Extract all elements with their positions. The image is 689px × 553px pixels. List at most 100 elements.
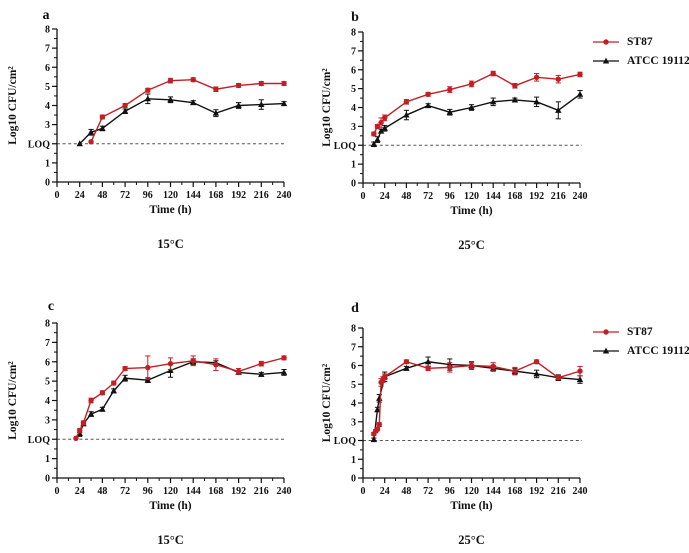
svg-text:15°C: 15°C [157,237,184,251]
svg-text:7: 7 [45,338,50,349]
svg-text:LOQ: LOQ [28,139,50,150]
svg-text:6: 6 [351,65,356,76]
svg-text:192: 192 [231,190,246,201]
svg-text:240: 240 [277,486,292,497]
svg-text:8: 8 [351,324,356,335]
st87-marker-icon [593,329,619,335]
svg-text:192: 192 [529,486,544,497]
svg-text:7: 7 [45,44,50,55]
svg-text:1: 1 [45,454,50,465]
svg-text:3: 3 [351,417,356,428]
svg-text:216: 216 [551,191,566,202]
svg-text:15°C: 15°C [157,533,184,547]
svg-text:72: 72 [423,486,433,497]
svg-text:LOQ: LOQ [334,436,356,447]
svg-text:216: 216 [551,486,566,497]
svg-text:8: 8 [45,25,50,36]
svg-text:0: 0 [361,191,366,202]
svg-text:96: 96 [445,191,455,202]
panel-a-chart: 0 1 LOQ 3 4 5 6 7 8 0 24 48 72 96 120 144 168 192 216 240 Lo… [7,8,292,251]
legend-label-atcc19112: ATCC 19112 [627,345,689,357]
svg-text:24: 24 [380,191,390,202]
legend-item-st87: ST87 [592,36,689,48]
st87-marker-icon [593,39,619,45]
svg-text:192: 192 [231,486,246,497]
svg-text:168: 168 [208,190,223,201]
svg-text:72: 72 [423,191,433,202]
svg-text:168: 168 [507,191,522,202]
legend-item-atcc19112: ATCC 19112 [592,345,689,357]
panel-b-chart: 0 1 LOQ 3 4 5 6 7 8 0 24 48 72 96 120 144 168 192 216 240 Lo… [321,10,588,252]
svg-text:240: 240 [573,486,588,497]
svg-text:3: 3 [351,122,356,133]
svg-text:96: 96 [143,190,153,201]
svg-text:7: 7 [351,342,356,353]
svg-text:96: 96 [445,486,455,497]
svg-text:LOQ: LOQ [334,141,356,152]
svg-text:6: 6 [45,63,50,74]
svg-text:216: 216 [254,486,269,497]
svg-text:144: 144 [486,486,501,497]
svg-text:8: 8 [351,28,356,39]
svg-text:216: 216 [254,190,269,201]
svg-text:25°C: 25°C [458,238,485,252]
svg-text:0: 0 [45,474,50,485]
svg-text:0: 0 [351,474,356,485]
svg-text:5: 5 [45,82,50,93]
svg-text:a: a [43,8,50,23]
svg-text:120: 120 [163,190,178,201]
panel-c-chart: 0 1 LOQ 3 4 5 6 7 8 0 24 48 72 96 120 144 168 192 216 240 Lo… [7,299,292,547]
svg-text:120: 120 [163,486,178,497]
svg-text:0: 0 [45,178,50,189]
svg-text:0: 0 [55,190,60,201]
svg-text:7: 7 [351,46,356,57]
atcc19112-marker-icon [593,57,619,64]
svg-text:5: 5 [45,377,50,388]
svg-text:48: 48 [97,190,107,201]
svg-text:144: 144 [486,191,501,202]
svg-text:Time (h): Time (h) [149,500,191,512]
legend-top: ST87 ATCC 19112 [592,36,689,67]
svg-text:240: 240 [277,190,292,201]
legend-item-st87: ST87 [592,326,689,338]
svg-text:1: 1 [45,158,50,169]
svg-text:6: 6 [45,357,50,368]
svg-text:72: 72 [120,190,130,201]
svg-text:Log10 CFU/cm²: Log10 CFU/cm² [321,68,333,147]
svg-text:24: 24 [75,486,85,497]
svg-text:4: 4 [351,399,356,410]
svg-text:144: 144 [186,190,201,201]
svg-text:144: 144 [186,486,201,497]
legend-label-atcc19112: ATCC 19112 [627,55,689,67]
svg-text:c: c [48,299,54,314]
svg-text:3: 3 [45,120,50,131]
svg-text:Time (h): Time (h) [149,204,191,216]
legend-item-atcc19112: ATCC 19112 [592,55,689,67]
svg-text:25°C: 25°C [458,533,485,547]
svg-text:48: 48 [401,191,411,202]
svg-text:6: 6 [351,361,356,372]
svg-text:4: 4 [351,103,356,114]
svg-text:24: 24 [75,190,85,201]
svg-text:120: 120 [464,486,479,497]
legend-bottom: ST87 ATCC 19112 [592,326,689,357]
svg-text:LOQ: LOQ [28,435,50,446]
svg-text:24: 24 [380,486,390,497]
svg-text:168: 168 [507,486,522,497]
svg-text:48: 48 [401,486,411,497]
svg-text:240: 240 [573,191,588,202]
svg-text:Time (h): Time (h) [450,500,492,512]
svg-text:72: 72 [120,486,130,497]
svg-text:Log10 CFU/cm²: Log10 CFU/cm² [7,66,19,145]
svg-text:168: 168 [208,486,223,497]
svg-text:b: b [351,10,359,25]
svg-text:5: 5 [351,380,356,391]
svg-text:1: 1 [351,455,356,466]
svg-text:48: 48 [97,486,107,497]
legend-label-st87: ST87 [627,36,653,48]
svg-text:8: 8 [45,319,50,330]
svg-text:5: 5 [351,84,356,95]
svg-text:96: 96 [143,486,153,497]
svg-text:d: d [351,301,359,316]
svg-text:120: 120 [464,191,479,202]
